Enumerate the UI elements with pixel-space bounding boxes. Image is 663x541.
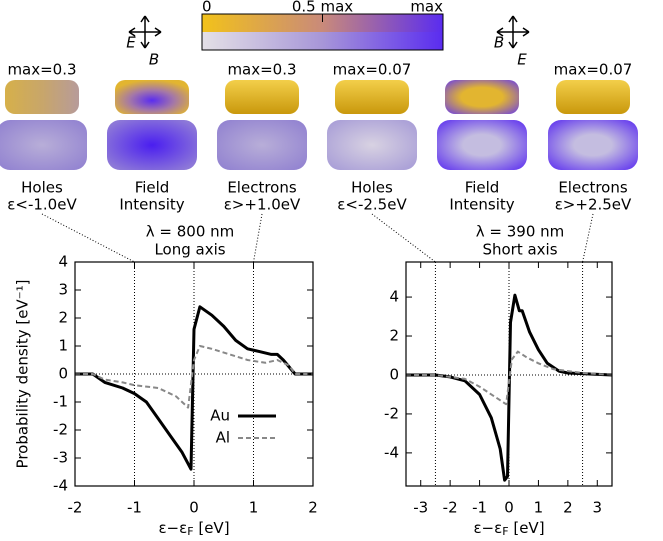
x-axis-label-part: ε−ε xyxy=(158,519,187,537)
panel-caption: Field xyxy=(135,179,170,197)
x-tick-label: 1 xyxy=(249,499,259,517)
legend-label: Al xyxy=(216,429,230,447)
y-tick-label: -2 xyxy=(384,404,399,422)
panel-max: max=0.07 xyxy=(333,61,412,79)
series-line xyxy=(406,293,613,482)
y-tick-label: 4 xyxy=(58,253,68,271)
panel-caption: Holes xyxy=(351,179,393,197)
leader-line xyxy=(371,213,436,263)
panel-caption: ε>+2.5eV xyxy=(555,196,632,214)
x-axis-label-part: [eV] xyxy=(194,519,230,537)
y-tick-label: 4 xyxy=(389,288,399,306)
polarization-label: B xyxy=(149,51,159,69)
nanoparticle-top xyxy=(335,80,409,114)
panel-caption: ε<-1.0eV xyxy=(7,196,77,214)
x-tick-label: -2 xyxy=(68,499,83,517)
leader-line xyxy=(582,213,594,263)
nanoparticle-side xyxy=(327,120,417,170)
x-tick-label: -1 xyxy=(127,499,142,517)
y-tick-label: 3 xyxy=(58,281,68,299)
chart-title: λ = 390 nm xyxy=(476,223,565,241)
x-axis-label: ε−εF [eV] xyxy=(158,519,229,538)
y-tick-label: 2 xyxy=(58,309,68,327)
x-axis-label-part: F xyxy=(187,525,193,537)
panel-caption: Intensity xyxy=(449,196,514,214)
x-axis-label-part: ε−ε xyxy=(473,519,502,537)
x-tick-label: -3 xyxy=(413,499,428,517)
y-tick-label: 0 xyxy=(58,365,68,383)
polarization-arrow xyxy=(128,15,162,49)
panel-max: max=0.07 xyxy=(554,61,633,79)
colorbar-label: max xyxy=(410,0,443,16)
panel-caption: Intensity xyxy=(119,196,184,214)
series-line xyxy=(75,305,313,471)
nanoparticle-top xyxy=(556,80,630,114)
y-tick-label: -3 xyxy=(53,449,68,467)
x-tick-label: 2 xyxy=(308,499,318,517)
x-axis-label-part: F xyxy=(502,525,508,537)
x-axis-label: ε−εF [eV] xyxy=(473,519,544,538)
y-tick-label: -4 xyxy=(53,477,68,495)
panel-caption: Electrons xyxy=(558,179,628,197)
nanoparticle-top xyxy=(5,80,79,114)
colorbar-label: 0.5 max xyxy=(292,0,353,16)
y-tick-label: -1 xyxy=(53,393,68,411)
nanoparticle-side xyxy=(0,120,87,170)
nanoparticle-side xyxy=(548,120,638,170)
chart-title: λ = 800 nm xyxy=(146,223,235,241)
polarization-label: B xyxy=(494,34,504,52)
colorbar-bottom xyxy=(202,32,443,50)
y-tick-label: 1 xyxy=(58,337,68,355)
panel-caption: ε<-2.5eV xyxy=(337,196,407,214)
x-tick-label: 0 xyxy=(504,499,514,517)
x-axis-label-part: [eV] xyxy=(509,519,545,537)
x-tick-label: -2 xyxy=(443,499,458,517)
panel-caption: Electrons xyxy=(227,179,297,197)
colorbar-top xyxy=(202,14,443,32)
nanoparticle-top xyxy=(445,80,519,114)
legend-label: Au xyxy=(210,407,230,425)
y-axis-label: Probability density [eV⁻¹] xyxy=(14,280,32,469)
panel-max: max=0.3 xyxy=(7,61,76,79)
x-tick-label: 0 xyxy=(189,499,199,517)
y-tick-label: -4 xyxy=(384,443,399,461)
polarization-label: E xyxy=(517,51,527,69)
polarization-label: E xyxy=(126,34,136,52)
x-tick-label: -1 xyxy=(472,499,487,517)
panel-caption: Holes xyxy=(21,179,63,197)
series-line xyxy=(406,350,613,406)
y-tick-label: 0 xyxy=(389,365,399,383)
colorbar-label: 0 xyxy=(202,0,212,16)
series-line xyxy=(75,345,313,409)
panel-caption: ε>+1.0eV xyxy=(224,196,301,214)
chart-subtitle: Long axis xyxy=(154,241,225,259)
x-tick-label: 1 xyxy=(534,499,544,517)
panel-caption: Field xyxy=(465,179,500,197)
leader-line xyxy=(253,213,263,263)
nanoparticle-side xyxy=(217,120,307,170)
nanoparticle-top xyxy=(115,80,189,114)
leader-line xyxy=(41,213,135,263)
nanoparticle-side xyxy=(437,120,527,170)
y-tick-label: -2 xyxy=(53,421,68,439)
x-tick-label: 3 xyxy=(593,499,603,517)
nanoparticle-top xyxy=(225,80,299,114)
chart-subtitle: Short axis xyxy=(482,241,557,259)
x-tick-label: 2 xyxy=(563,499,573,517)
nanoparticle-side xyxy=(107,120,197,170)
y-tick-label: 2 xyxy=(389,327,399,345)
polarization-arrow xyxy=(496,15,530,49)
panel-max: max=0.3 xyxy=(227,61,296,79)
